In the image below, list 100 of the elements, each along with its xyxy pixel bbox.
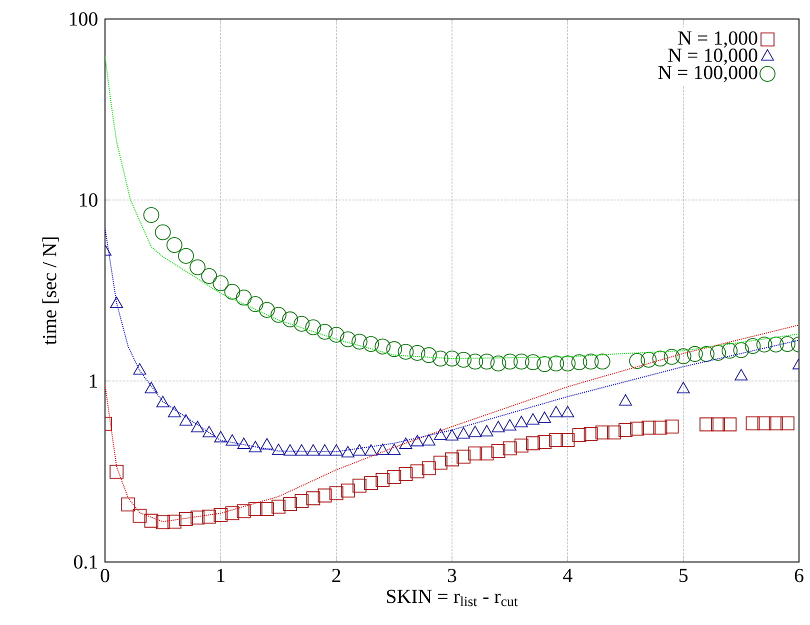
point: [422, 461, 436, 476]
point: [595, 425, 610, 440]
point: [618, 423, 632, 437]
point: [132, 508, 147, 523]
point: [710, 344, 726, 361]
line-series: [105, 228, 800, 452]
point: [376, 473, 390, 487]
y-tick-label: 0.1: [74, 555, 97, 569]
point: [224, 284, 240, 300]
point: [571, 354, 588, 370]
point: [780, 416, 794, 430]
point: [202, 510, 216, 524]
point: [121, 497, 136, 512]
point: [374, 338, 391, 355]
point: [236, 504, 251, 518]
point: [398, 344, 414, 360]
point: [560, 356, 576, 372]
point: [306, 491, 320, 506]
point: [756, 336, 772, 353]
point: [744, 338, 761, 354]
point: [584, 426, 598, 441]
point: [629, 353, 646, 369]
point: [225, 506, 240, 520]
point: [143, 207, 160, 223]
point: [270, 306, 286, 323]
point: [757, 416, 772, 430]
x-tick-label: 6: [794, 568, 804, 582]
point: [548, 356, 564, 372]
y-axis-title: time [sec / N]: [42, 237, 59, 345]
point: [236, 290, 252, 306]
point: [248, 502, 262, 516]
legend-label: N = 1,000: [678, 31, 758, 48]
point: [110, 464, 124, 479]
point: [190, 259, 206, 276]
point: [502, 354, 518, 370]
point: [502, 441, 517, 456]
x-tick-label: 3: [448, 568, 456, 582]
point: [653, 420, 668, 435]
point: [686, 346, 703, 362]
point: [456, 450, 471, 464]
point: [386, 341, 402, 358]
point: [722, 342, 738, 359]
point: [444, 350, 460, 367]
point: [410, 464, 424, 478]
x-tick-label: 0: [100, 568, 110, 582]
point: [247, 296, 264, 312]
point: [664, 348, 680, 365]
legend-label: N = 100,000: [658, 66, 758, 82]
point: [675, 348, 692, 364]
point: [768, 416, 783, 430]
point: [746, 416, 760, 430]
x-tick-label: 5: [680, 568, 688, 582]
x-tick-label: 4: [563, 568, 572, 582]
point: [640, 352, 657, 368]
x-tick-label: 2: [332, 568, 340, 582]
point: [525, 354, 541, 370]
point: [514, 438, 528, 452]
point: [352, 478, 366, 493]
x-tick-label: 1: [217, 568, 224, 582]
point: [733, 342, 750, 358]
point: [363, 336, 379, 352]
point: [154, 224, 171, 240]
point: [167, 514, 182, 529]
point: [318, 488, 332, 502]
point: [201, 268, 218, 284]
point: [491, 444, 506, 458]
point: [433, 456, 448, 470]
point: [329, 486, 344, 500]
line-series: [105, 324, 800, 522]
point: [260, 502, 274, 516]
point: [316, 324, 333, 340]
point: [722, 417, 737, 432]
point: [144, 514, 158, 528]
point: [700, 417, 714, 432]
point: [305, 319, 322, 336]
point: [478, 354, 495, 370]
point: [190, 510, 204, 525]
point: [538, 435, 552, 449]
point: [258, 302, 275, 318]
point: [490, 356, 506, 372]
point: [560, 433, 575, 447]
point: [398, 467, 413, 482]
point: [480, 446, 494, 460]
point: [212, 275, 229, 292]
point: [526, 436, 540, 450]
point: [387, 470, 402, 484]
point: [283, 497, 298, 512]
point: [179, 512, 193, 526]
point: [572, 428, 586, 442]
point: [432, 350, 448, 367]
point: [352, 334, 368, 350]
point: [445, 452, 459, 466]
point: [606, 425, 621, 440]
point: [711, 417, 725, 432]
point: [594, 354, 610, 370]
point: [642, 420, 656, 435]
point: [294, 316, 310, 332]
point: [513, 354, 530, 370]
point: [467, 354, 484, 370]
point: [178, 248, 194, 264]
